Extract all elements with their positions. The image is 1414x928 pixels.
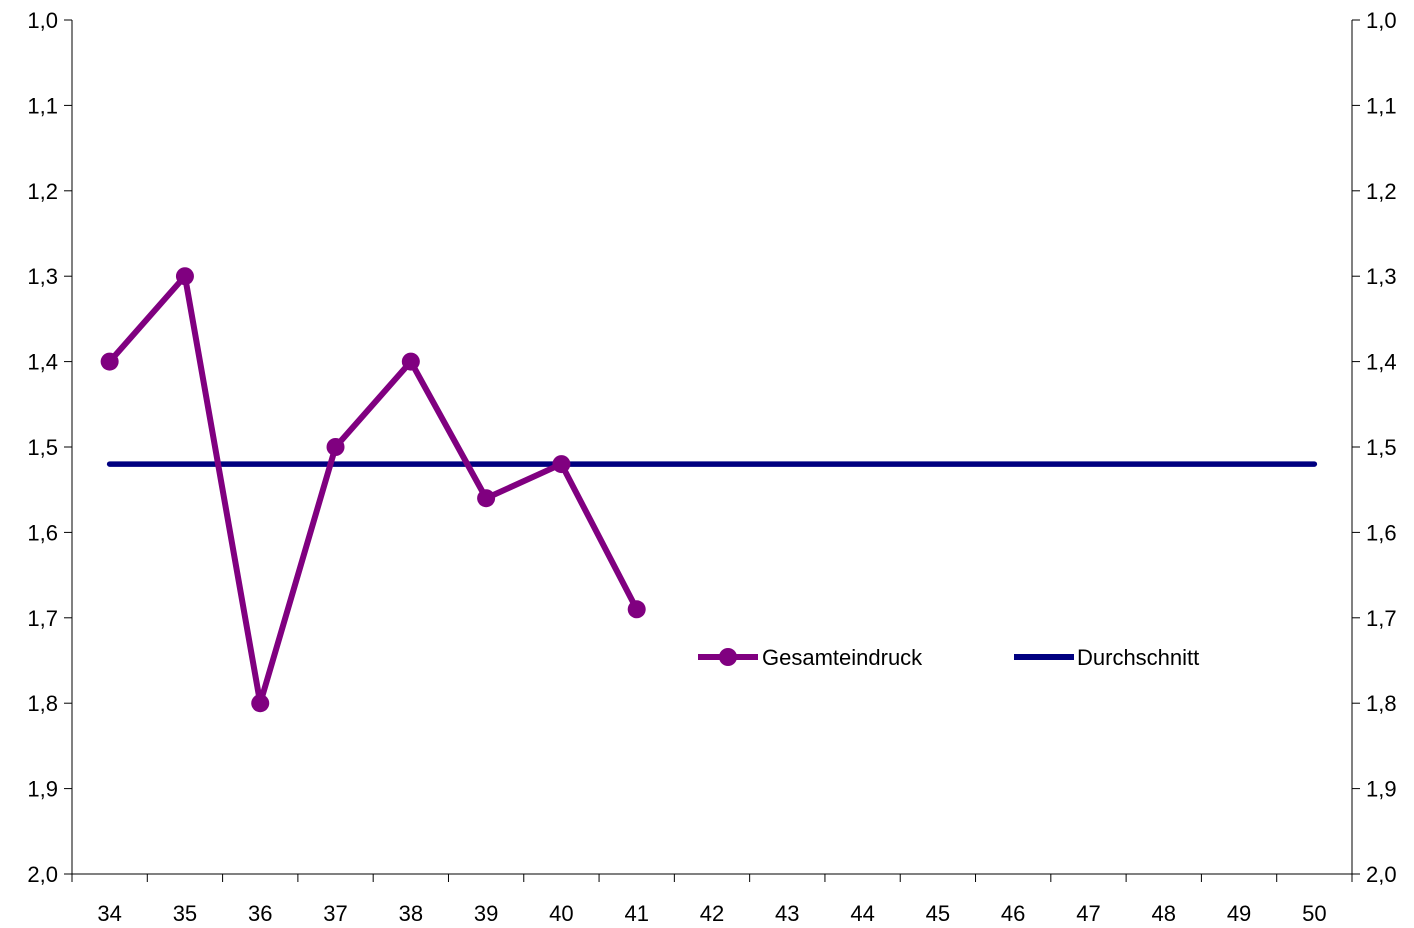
legend-label-durchschnitt: Durchschnitt (1077, 645, 1199, 670)
x-tick-label: 46 (1001, 901, 1025, 926)
y-tick-label-right: 1,9 (1366, 777, 1397, 802)
x-tick-label: 38 (399, 901, 423, 926)
y-tick-label-left: 1,1 (27, 93, 58, 118)
y-tick-label-right: 1,7 (1366, 606, 1397, 631)
y-tick-label-left: 2,0 (27, 862, 58, 887)
x-tick-label: 42 (700, 901, 724, 926)
y-tick-label-right: 1,6 (1366, 520, 1397, 545)
x-tick-label: 43 (775, 901, 799, 926)
y-tick-label-left: 1,3 (27, 264, 58, 289)
x-tick-label: 35 (173, 901, 197, 926)
x-tick-label: 41 (624, 901, 648, 926)
x-tick-label: 50 (1302, 901, 1326, 926)
x-tick-label: 48 (1152, 901, 1176, 926)
data-point (100, 352, 119, 371)
data-point (477, 489, 496, 508)
y-tick-label-left: 1,2 (27, 179, 58, 204)
axes: 1,0 1,0 1,1 1,1 1,2 1,2 1,3 1,3 1,4 1,4 1,5 1,5 1,6 1… (27, 8, 1396, 926)
x-tick-label: 36 (248, 901, 272, 926)
data-point (251, 694, 270, 713)
legend-label-gesamteindruck: Gesamteindruck (762, 645, 923, 670)
data-point (552, 455, 571, 474)
y-tick-label-right: 1,8 (1366, 691, 1397, 716)
y-tick-label-left: 1,5 (27, 435, 58, 460)
data-point (627, 600, 646, 619)
x-tick-label: 34 (97, 901, 121, 926)
x-tick-label: 39 (474, 901, 498, 926)
y-tick-label-left: 1,6 (27, 520, 58, 545)
x-tick-label: 37 (323, 901, 347, 926)
x-tick-label: 49 (1227, 901, 1251, 926)
x-tick-label: 44 (850, 901, 874, 926)
x-tick-label: 40 (549, 901, 573, 926)
y-tick-label-left: 1,7 (27, 606, 58, 631)
y-tick-label-right: 2,0 (1366, 862, 1397, 887)
y-tick-label-right: 1,5 (1366, 435, 1397, 460)
y-tick-label-left: 1,0 (27, 8, 58, 33)
data-point (326, 438, 345, 456)
data-point (175, 267, 194, 286)
series-layer (100, 267, 1318, 713)
x-tick-label: 45 (926, 901, 950, 926)
legend-marker-gesamteindruck (719, 648, 737, 666)
y-tick-label-right: 1,2 (1366, 179, 1397, 204)
series-line-gesamteindruck (106, 273, 640, 707)
data-point (401, 352, 420, 371)
y-tick-label-right: 1,0 (1366, 8, 1397, 33)
y-tick-label-left: 1,8 (27, 691, 58, 716)
legend: Gesamteindruck Durchschnitt (698, 645, 1199, 670)
y-tick-label-right: 1,4 (1366, 350, 1397, 375)
y-tick-label-left: 1,4 (27, 350, 58, 375)
y-tick-label-right: 1,1 (1366, 93, 1397, 118)
y-tick-label-right: 1,3 (1366, 264, 1397, 289)
y-tick-label-left: 1,9 (27, 777, 58, 802)
x-tick-label: 47 (1076, 901, 1100, 926)
